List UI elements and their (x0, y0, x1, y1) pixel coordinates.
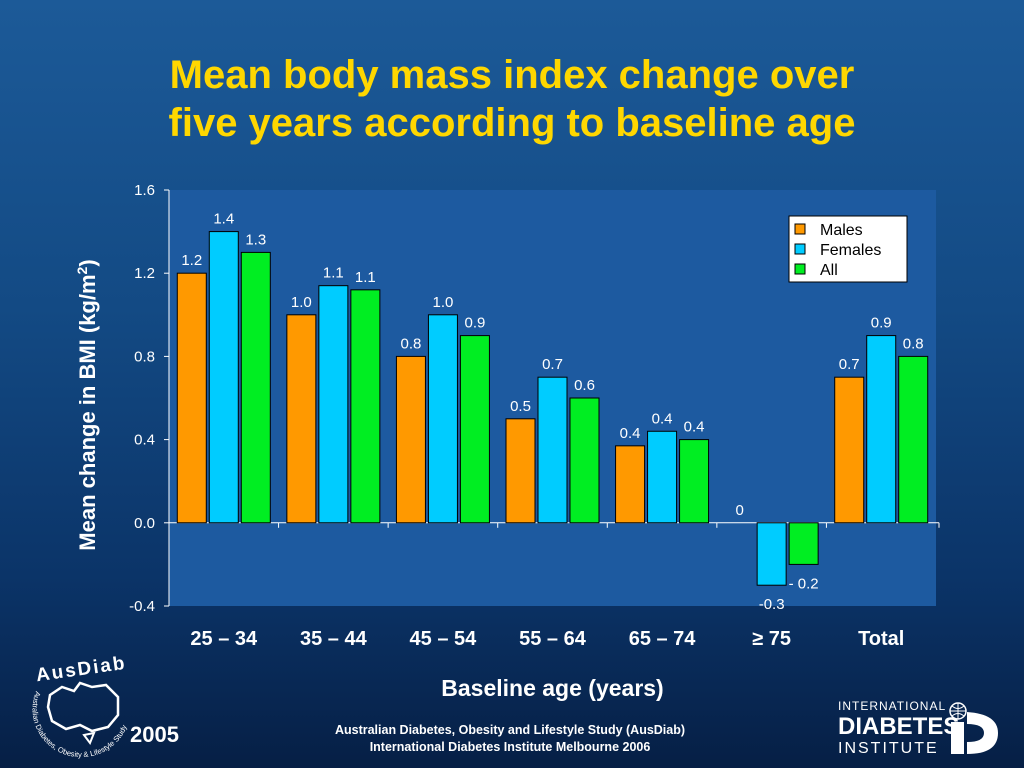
bar-all (240, 251, 271, 524)
bar-females (427, 314, 458, 524)
bar-all (459, 335, 490, 524)
data-label: 0.4 (652, 410, 673, 427)
y-tick-label: 0.0 (134, 515, 155, 532)
data-label: 1.2 (181, 252, 202, 269)
australia-map-icon (46, 681, 120, 733)
bar-all (898, 355, 929, 524)
tasmania-icon (82, 731, 96, 746)
bar-females (647, 430, 678, 524)
data-label: 0.6 (574, 377, 595, 394)
globe-grid-icon (950, 703, 966, 719)
bar-all (569, 397, 600, 524)
bar-all (350, 289, 381, 524)
data-label: 0 (735, 502, 743, 519)
bar-females (208, 231, 239, 524)
data-label: 1.3 (245, 231, 266, 248)
data-label: 1.4 (213, 211, 234, 228)
data-label: 0.4 (684, 419, 705, 436)
ausdiab-logo: AusDiab Australian Diabetes, Obesity & L… (30, 653, 128, 759)
x-tick-label: 35 – 44 (300, 628, 368, 650)
data-label: 1.0 (291, 294, 312, 311)
bar-males (834, 376, 865, 524)
legend-swatch-females (794, 243, 806, 255)
data-label: 0.9 (464, 315, 485, 332)
data-label: 1.0 (432, 294, 453, 311)
bar-all (679, 439, 710, 524)
id-mark-icon (951, 712, 998, 754)
data-label: 0.7 (542, 356, 563, 373)
bar-females (318, 285, 349, 524)
x-tick-label: 65 – 74 (629, 628, 697, 650)
data-label: 0.5 (510, 398, 531, 415)
bar-males (615, 445, 646, 524)
y-tick-label: 0.4 (134, 432, 155, 449)
idi-logo-line-2: DIABETES (838, 713, 959, 740)
legend-swatch-males (794, 223, 806, 235)
y-axis-label: Mean change in BMI (kg/m2) (74, 259, 100, 550)
bar-females (537, 376, 568, 524)
bar-all (788, 522, 819, 565)
data-label: 0.8 (903, 335, 924, 352)
legend-swatch-all (794, 263, 806, 275)
bar-males (395, 355, 426, 524)
idi-logo-line-1: INTERNATIONAL (838, 699, 946, 713)
x-tick-label: 55 – 64 (519, 628, 587, 650)
footer-line-1: Australian Diabetes, Obesity and Lifesty… (334, 723, 686, 737)
bar-females (756, 522, 787, 586)
data-label: 0.4 (620, 425, 641, 442)
data-label: 1.1 (355, 269, 376, 286)
x-tick-label: Total (858, 628, 904, 650)
x-axis-label: Baseline age (years) (441, 675, 663, 701)
bar-males (286, 314, 317, 524)
data-label: - 0.2 (789, 575, 819, 592)
legend-label-males: Males (820, 222, 863, 239)
y-tick-label: 1.6 (134, 182, 155, 199)
data-label: 1.1 (323, 265, 344, 282)
data-label: 0.7 (839, 356, 860, 373)
x-tick-label: ≥ 75 (752, 628, 791, 650)
year-label: 2005 (130, 722, 179, 747)
data-label: -0.3 (759, 596, 785, 613)
footer-line-2: International Diabetes Institute Melbour… (369, 740, 651, 754)
legend-box (788, 215, 908, 283)
bar-males (505, 418, 536, 524)
x-tick-label: 25 – 34 (190, 628, 258, 650)
legend-label-all: All (820, 262, 838, 279)
bar-females (866, 335, 897, 524)
y-tick-label: -0.4 (129, 598, 155, 615)
bar-males (176, 272, 207, 524)
idi-logo: INTERNATIONAL DIABETES INSTITUTE (838, 699, 998, 757)
x-tick-label: 45 – 54 (410, 628, 478, 650)
chart-title-line-2: five years according to baseline age (168, 101, 856, 145)
y-tick-label: 0.8 (134, 348, 155, 365)
data-label: 0.9 (871, 315, 892, 332)
legend-label-females: Females (820, 242, 881, 259)
y-tick-label: 1.2 (134, 265, 155, 282)
chart-title-line-1: Mean body mass index change over (169, 53, 855, 97)
ausdiab-logo-text: AusDiab (35, 653, 128, 686)
data-label: 0.8 (400, 335, 421, 352)
idi-logo-line-3: INSTITUTE (838, 740, 939, 757)
